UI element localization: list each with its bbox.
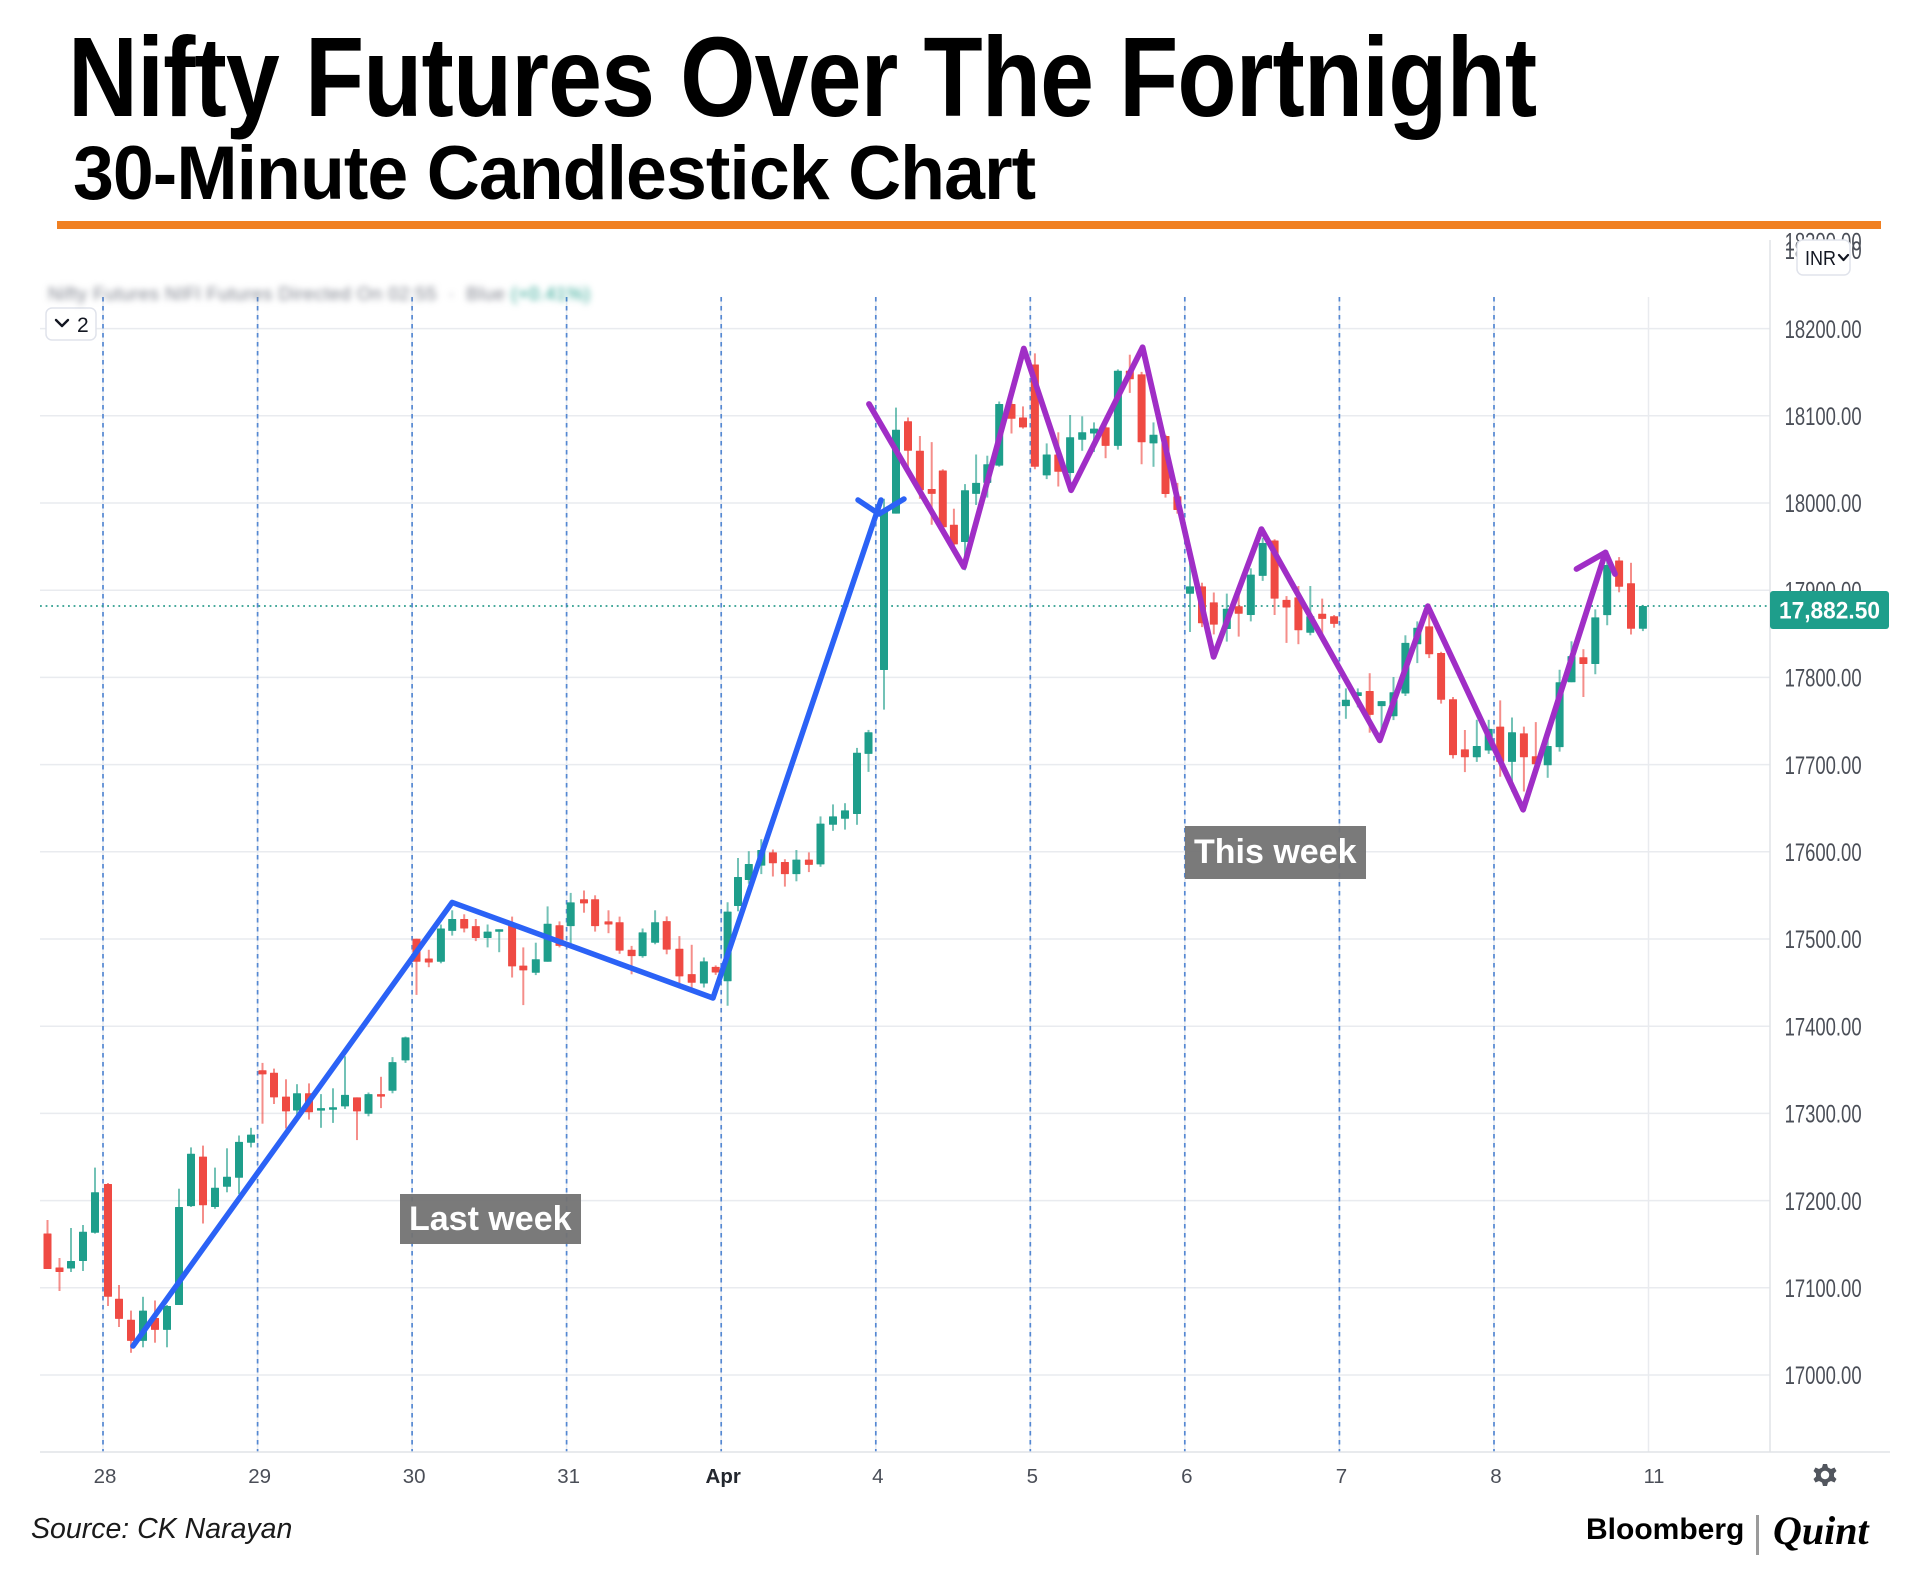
svg-text:5: 5 bbox=[1027, 1465, 1038, 1488]
svg-text:7: 7 bbox=[1336, 1465, 1347, 1488]
svg-text:17,882.50: 17,882.50 bbox=[1779, 598, 1880, 625]
svg-text:Apr: Apr bbox=[706, 1465, 741, 1488]
svg-text:8: 8 bbox=[1490, 1465, 1501, 1488]
svg-text:17600.00: 17600.00 bbox=[1785, 839, 1862, 867]
svg-text:17100.00: 17100.00 bbox=[1785, 1275, 1862, 1303]
svg-text:INR: INR bbox=[1805, 248, 1836, 270]
svg-text:17700.00: 17700.00 bbox=[1785, 752, 1862, 780]
svg-text:17200.00: 17200.00 bbox=[1785, 1188, 1862, 1216]
svg-text:18200.00: 18200.00 bbox=[1785, 316, 1862, 344]
svg-text:29: 29 bbox=[248, 1465, 271, 1488]
svg-text:17400.00: 17400.00 bbox=[1785, 1013, 1862, 1041]
svg-text:28: 28 bbox=[94, 1465, 117, 1488]
svg-text:17800.00: 17800.00 bbox=[1785, 665, 1862, 693]
svg-text:18100.00: 18100.00 bbox=[1785, 403, 1862, 431]
svg-text:2: 2 bbox=[77, 314, 89, 337]
svg-text:4: 4 bbox=[872, 1465, 883, 1488]
svg-text:11: 11 bbox=[1644, 1466, 1665, 1488]
svg-text:18000.00: 18000.00 bbox=[1785, 490, 1862, 518]
svg-text:17300.00: 17300.00 bbox=[1785, 1101, 1862, 1129]
svg-text:17500.00: 17500.00 bbox=[1785, 926, 1862, 954]
svg-text:17000.00: 17000.00 bbox=[1785, 1362, 1862, 1390]
svg-text:6: 6 bbox=[1181, 1465, 1192, 1488]
svg-text:31: 31 bbox=[557, 1465, 580, 1488]
svg-text:30: 30 bbox=[403, 1465, 426, 1488]
